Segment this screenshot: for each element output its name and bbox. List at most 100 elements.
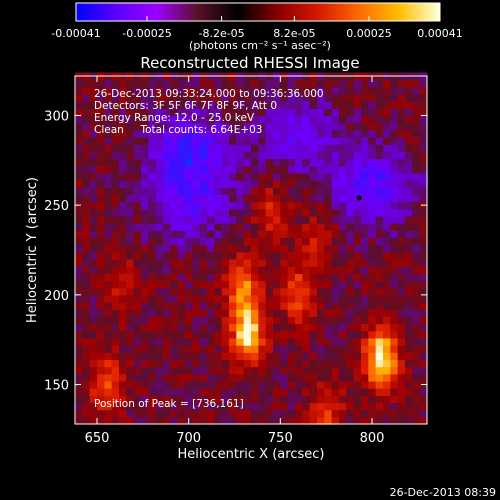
heatmap-cell (119, 215, 127, 224)
heatmap-cell (339, 302, 347, 310)
heatmap-cell (163, 251, 171, 260)
colorbar: -0.00041 -0.00025 -8.2e-05 8.2e-05 0.00025 0.… (51, 2, 463, 52)
heatmap-cell (280, 208, 289, 217)
heatmap-cell (390, 215, 399, 224)
heatmap-cell (185, 373, 193, 382)
heatmap-cell (317, 337, 325, 346)
heatmap-cell (412, 101, 421, 109)
heatmap-cell (97, 337, 105, 346)
heatmap-cell (258, 309, 267, 317)
heatmap-cell (141, 144, 149, 152)
heatmap-cell (97, 323, 105, 332)
heatmap-cell (361, 416, 369, 425)
heatmap-cell (155, 395, 164, 404)
heatmap-cell (331, 115, 340, 124)
heatmap-cell (390, 251, 399, 260)
heatmap-cell (295, 345, 303, 353)
heatmap-cell (368, 158, 377, 167)
heatmap-cell (141, 280, 149, 289)
heatmap-cell (258, 251, 267, 260)
heatmap-cell (375, 388, 384, 396)
heatmap-cell (185, 258, 193, 267)
heatmap-cell (383, 359, 391, 368)
heatmap-cell (375, 215, 384, 224)
heatmap-cell (361, 79, 369, 88)
heatmap-cell (207, 151, 215, 160)
heatmap-cell (141, 287, 149, 296)
heatmap-cell (317, 309, 325, 317)
heatmap-cell (111, 280, 120, 289)
heatmap-cell (331, 294, 340, 303)
heatmap-cell (309, 230, 318, 239)
heatmap-cell (82, 144, 91, 152)
heatmap-cell (302, 165, 311, 174)
heatmap-cell (221, 302, 230, 310)
heatmap-cell (111, 180, 120, 188)
heatmap-cell (265, 129, 274, 138)
heatmap-cell (251, 294, 259, 303)
heatmap-cell (75, 273, 83, 282)
heatmap-cell (126, 187, 135, 195)
heatmap-cell (302, 345, 311, 353)
heatmap-cell (126, 136, 135, 145)
heatmap-cell (104, 388, 113, 396)
heatmap-cell (177, 158, 186, 167)
heatmap-cell (229, 115, 237, 124)
heatmap-cell (265, 337, 274, 346)
heatmap-cell (229, 101, 237, 109)
heatmap-cell (141, 273, 149, 282)
heatmap-cell (339, 201, 347, 210)
heatmap-cell (111, 352, 120, 361)
heatmap-cell (170, 187, 179, 195)
heatmap-cell (82, 280, 91, 289)
heatmap-cell (243, 108, 252, 117)
heatmap-cell (133, 388, 142, 396)
heatmap-cell (353, 180, 362, 188)
heatmap-cell (177, 79, 186, 88)
heatmap-cell (339, 93, 347, 102)
heatmap-cell (331, 122, 340, 131)
heatmap-cell (353, 101, 362, 109)
heatmap-cell (361, 158, 369, 167)
heatmap-cell (317, 172, 325, 181)
heatmap-cell (265, 108, 274, 117)
heatmap-cell (353, 172, 362, 181)
heatmap-cell (280, 101, 289, 109)
heatmap-cell (405, 165, 413, 174)
heatmap-cell (412, 230, 421, 239)
heatmap-cell (141, 180, 149, 188)
heatmap-cell (199, 244, 208, 253)
heatmap-cell (148, 251, 157, 260)
heatmap-cell (280, 352, 289, 361)
heatmap-cell (199, 323, 208, 332)
heatmap-cell (82, 187, 91, 195)
heatmap-cell (97, 223, 105, 231)
heatmap-cell (287, 395, 296, 404)
heatmap-cell (419, 416, 428, 425)
heatmap-cell (126, 416, 135, 425)
heatmap-cell (126, 302, 135, 310)
heatmap-cell (397, 309, 406, 317)
heatmap-cell (229, 266, 237, 274)
heatmap-cell (185, 93, 193, 102)
heatmap-cell (192, 309, 201, 317)
heatmap-cell (412, 373, 421, 382)
heatmap-image (75, 72, 428, 425)
heatmap-cell (317, 416, 325, 425)
heatmap-cell (375, 208, 384, 217)
heatmap-cell (199, 151, 208, 160)
heatmap-cell (324, 244, 333, 253)
heatmap-cell (170, 230, 179, 239)
heatmap-cell (302, 352, 311, 361)
heatmap-cell (185, 359, 193, 368)
heatmap-cell (331, 208, 340, 217)
heatmap-cell (177, 208, 186, 217)
heatmap-cell (258, 266, 267, 274)
heatmap-cell (185, 144, 193, 152)
heatmap-cell (243, 244, 252, 253)
heatmap-cell (148, 280, 157, 289)
heatmap-cell (155, 187, 164, 195)
heatmap-cell (199, 158, 208, 167)
heatmap-cell (89, 230, 98, 239)
heatmap-cell (331, 108, 340, 117)
